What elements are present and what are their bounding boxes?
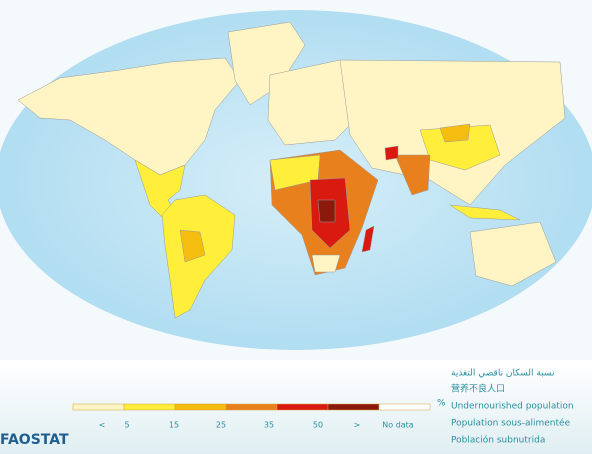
legend-title: نسبة السكان ناقصي التغذية (451, 369, 554, 379)
australia (469, 221, 557, 287)
scale-swatch (378, 403, 431, 411)
scale-swatch (72, 403, 125, 411)
bolivia-region (179, 229, 206, 263)
legend-title: Population sous-alimentée (451, 418, 571, 429)
madagascar (361, 225, 375, 253)
scale-swatch (174, 403, 227, 411)
scale-label: 35 (264, 421, 274, 430)
north-america (17, 57, 241, 176)
mongolia (439, 123, 471, 143)
legend-title: 营养不良人口 (451, 383, 505, 395)
logo: FAOSTAT (0, 432, 69, 448)
india (394, 154, 431, 196)
scale-label: > (354, 421, 361, 430)
legend-title: Undernourished population (451, 402, 574, 412)
scale-label: 50 (313, 421, 323, 430)
legend-title: Población subnutrida (451, 435, 545, 446)
scale-swatch (327, 403, 380, 411)
indonesia (449, 204, 521, 221)
scale-label: 5 (124, 421, 129, 430)
scale-label: 25 (216, 421, 226, 430)
dark-core (317, 199, 336, 223)
scale-label: 15 (169, 421, 179, 430)
legend-titles: نسبة السكان ناقصي التغذية 营养不良人口 Undernour… (451, 369, 574, 446)
scale-label: < (99, 421, 106, 430)
scale-swatch (225, 403, 278, 411)
afghanistan (384, 145, 399, 161)
land (17, 21, 566, 319)
south-africa (311, 254, 341, 273)
unit-label: % (437, 399, 446, 409)
scale-label: No data (382, 421, 414, 430)
color-scale: <5 15 25 35 50 > No data (72, 403, 431, 430)
scale-swatch (276, 403, 329, 411)
scale-swatch (123, 403, 176, 411)
